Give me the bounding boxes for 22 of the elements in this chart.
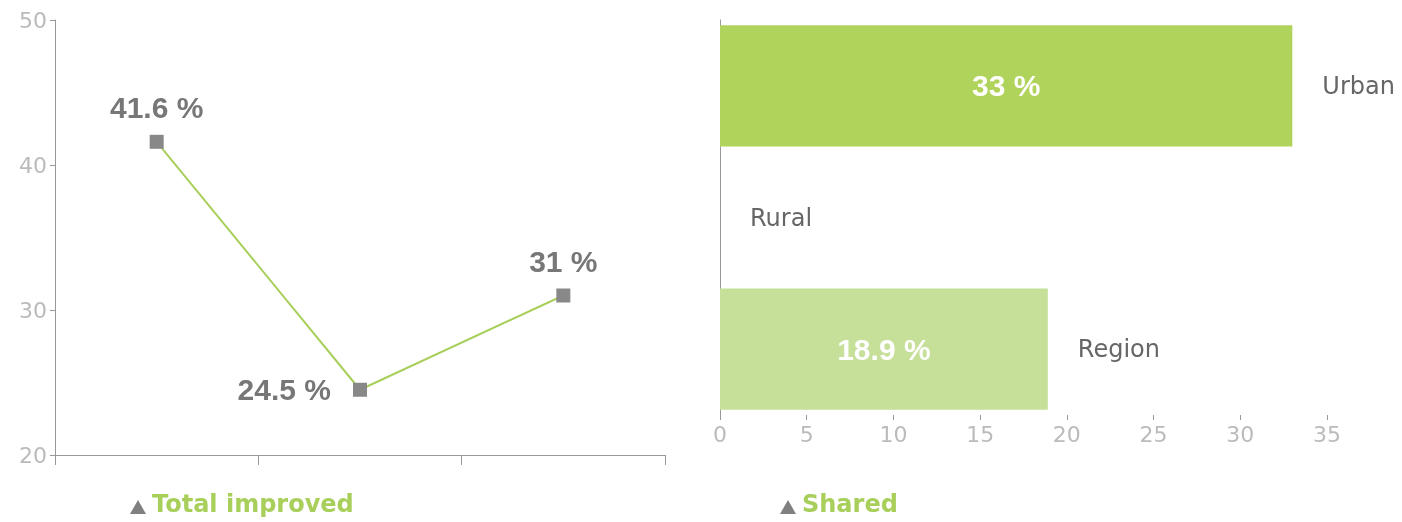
data-label: 41.6 %	[109, 91, 204, 125]
x-tick-label: 0	[713, 421, 727, 447]
text: Total improved	[152, 490, 354, 518]
x-tick-label: 5	[799, 421, 814, 447]
data-label: 33 %	[971, 69, 1041, 103]
text: Shared	[802, 490, 898, 518]
y-tick-label: Urban	[1322, 71, 1395, 100]
x-tick-label: 35	[1313, 421, 1341, 447]
data-label: 18.9 %	[837, 332, 931, 366]
data-label: 31 %	[529, 245, 598, 278]
y-tick-label: 30	[19, 297, 47, 323]
y-tick-label: Region	[1077, 335, 1160, 364]
y-tick-label: 20	[19, 442, 47, 468]
data-label: 24.5 %	[237, 373, 331, 407]
y-tick-label: 50	[19, 7, 47, 33]
x-tick-label: 30	[1226, 421, 1255, 447]
y-tick-label: 40	[19, 152, 47, 178]
x-tick-label: 20	[1052, 421, 1081, 447]
y-tick-label: Rural	[750, 203, 813, 232]
x-tick-label: 10	[879, 421, 908, 447]
x-tick-label: 25	[1139, 421, 1168, 447]
x-tick-label: 15	[966, 421, 995, 447]
